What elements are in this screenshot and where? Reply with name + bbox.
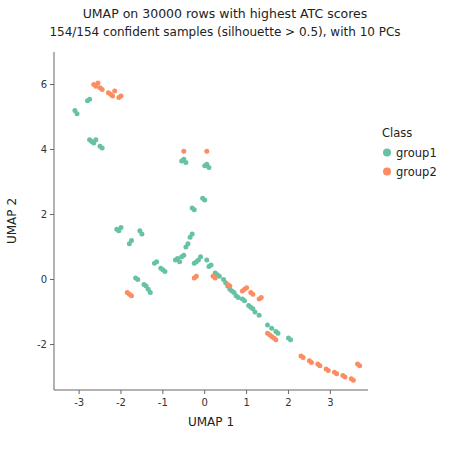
y-tick-label: 6 bbox=[41, 79, 47, 90]
point bbox=[190, 232, 195, 237]
point bbox=[250, 292, 255, 297]
point bbox=[112, 89, 117, 94]
x-tick bbox=[162, 390, 163, 394]
y-axis-label: UMAP 2 bbox=[5, 198, 19, 244]
point bbox=[242, 298, 247, 303]
point bbox=[357, 363, 362, 368]
point bbox=[185, 241, 190, 246]
point bbox=[204, 149, 209, 154]
point bbox=[135, 277, 140, 282]
point bbox=[95, 80, 100, 85]
point bbox=[206, 165, 211, 170]
x-tick bbox=[79, 390, 80, 394]
x-tick-label: 0 bbox=[202, 397, 208, 408]
y-tick bbox=[50, 84, 54, 85]
point bbox=[326, 368, 331, 373]
y-tick-label: -2 bbox=[37, 339, 47, 350]
point bbox=[334, 371, 339, 376]
point bbox=[288, 337, 293, 342]
x-tick-label: 3 bbox=[327, 397, 333, 408]
x-tick-label: 1 bbox=[243, 397, 249, 408]
y-tick-label: 2 bbox=[41, 209, 47, 220]
point bbox=[118, 225, 123, 230]
point bbox=[100, 87, 105, 92]
legend-label: group1 bbox=[396, 146, 437, 160]
point bbox=[181, 253, 186, 258]
background bbox=[0, 0, 450, 450]
point bbox=[202, 197, 207, 202]
point bbox=[75, 111, 80, 116]
y-tick bbox=[50, 149, 54, 150]
subtitle: 154/154 confident samples (silhouette > … bbox=[49, 25, 400, 39]
point bbox=[129, 293, 134, 298]
x-tick bbox=[120, 390, 121, 394]
y-tick bbox=[50, 214, 54, 215]
point bbox=[154, 259, 159, 264]
x-axis-line bbox=[54, 390, 368, 391]
point bbox=[148, 290, 153, 295]
point bbox=[118, 93, 123, 98]
point bbox=[177, 259, 182, 264]
y-tick-label: 4 bbox=[41, 144, 47, 155]
series bbox=[72, 97, 293, 343]
y-tick bbox=[50, 344, 54, 345]
point bbox=[317, 363, 322, 368]
x-tick-label: -1 bbox=[158, 397, 168, 408]
point bbox=[342, 375, 347, 380]
marks bbox=[72, 80, 362, 382]
point bbox=[265, 323, 270, 328]
x-tick bbox=[330, 390, 331, 394]
legend-marker bbox=[383, 168, 391, 176]
chart: UMAP on 30000 rows with highest ATC scor… bbox=[0, 0, 450, 450]
point bbox=[192, 207, 197, 212]
x-tick-label: -2 bbox=[116, 397, 126, 408]
point bbox=[194, 274, 199, 279]
series bbox=[91, 80, 362, 382]
point bbox=[110, 93, 115, 98]
x-tick bbox=[204, 390, 205, 394]
y-axis-line bbox=[54, 52, 55, 390]
y-tick-label: 0 bbox=[41, 274, 47, 285]
legend-marker bbox=[383, 149, 391, 157]
legend: Class group1 group2 bbox=[382, 126, 437, 179]
point bbox=[257, 313, 262, 318]
point bbox=[213, 275, 218, 280]
point bbox=[301, 355, 306, 360]
y-tick bbox=[50, 279, 54, 280]
point bbox=[209, 262, 214, 267]
point bbox=[252, 310, 257, 315]
point bbox=[227, 284, 232, 289]
point bbox=[198, 254, 203, 259]
title: UMAP on 30000 rows with highest ATC scor… bbox=[83, 6, 368, 21]
point bbox=[100, 145, 105, 150]
point bbox=[244, 285, 249, 290]
x-tick bbox=[288, 390, 289, 394]
legend-label: group2 bbox=[396, 165, 437, 179]
point bbox=[139, 232, 144, 237]
point bbox=[269, 326, 274, 331]
point bbox=[351, 378, 356, 383]
point bbox=[309, 360, 314, 365]
x-tick bbox=[246, 390, 247, 394]
point bbox=[129, 238, 134, 243]
point bbox=[181, 149, 186, 154]
legend-title: Class bbox=[382, 126, 412, 140]
point bbox=[183, 160, 188, 165]
point bbox=[275, 331, 280, 336]
point bbox=[259, 295, 264, 300]
point bbox=[85, 98, 90, 103]
x-tick-label: 2 bbox=[285, 397, 291, 408]
x-tick-label: -3 bbox=[74, 397, 84, 408]
point bbox=[273, 337, 278, 342]
x-axis-label: UMAP 1 bbox=[188, 415, 234, 429]
point bbox=[204, 258, 209, 263]
point bbox=[93, 137, 98, 142]
point bbox=[162, 269, 167, 274]
